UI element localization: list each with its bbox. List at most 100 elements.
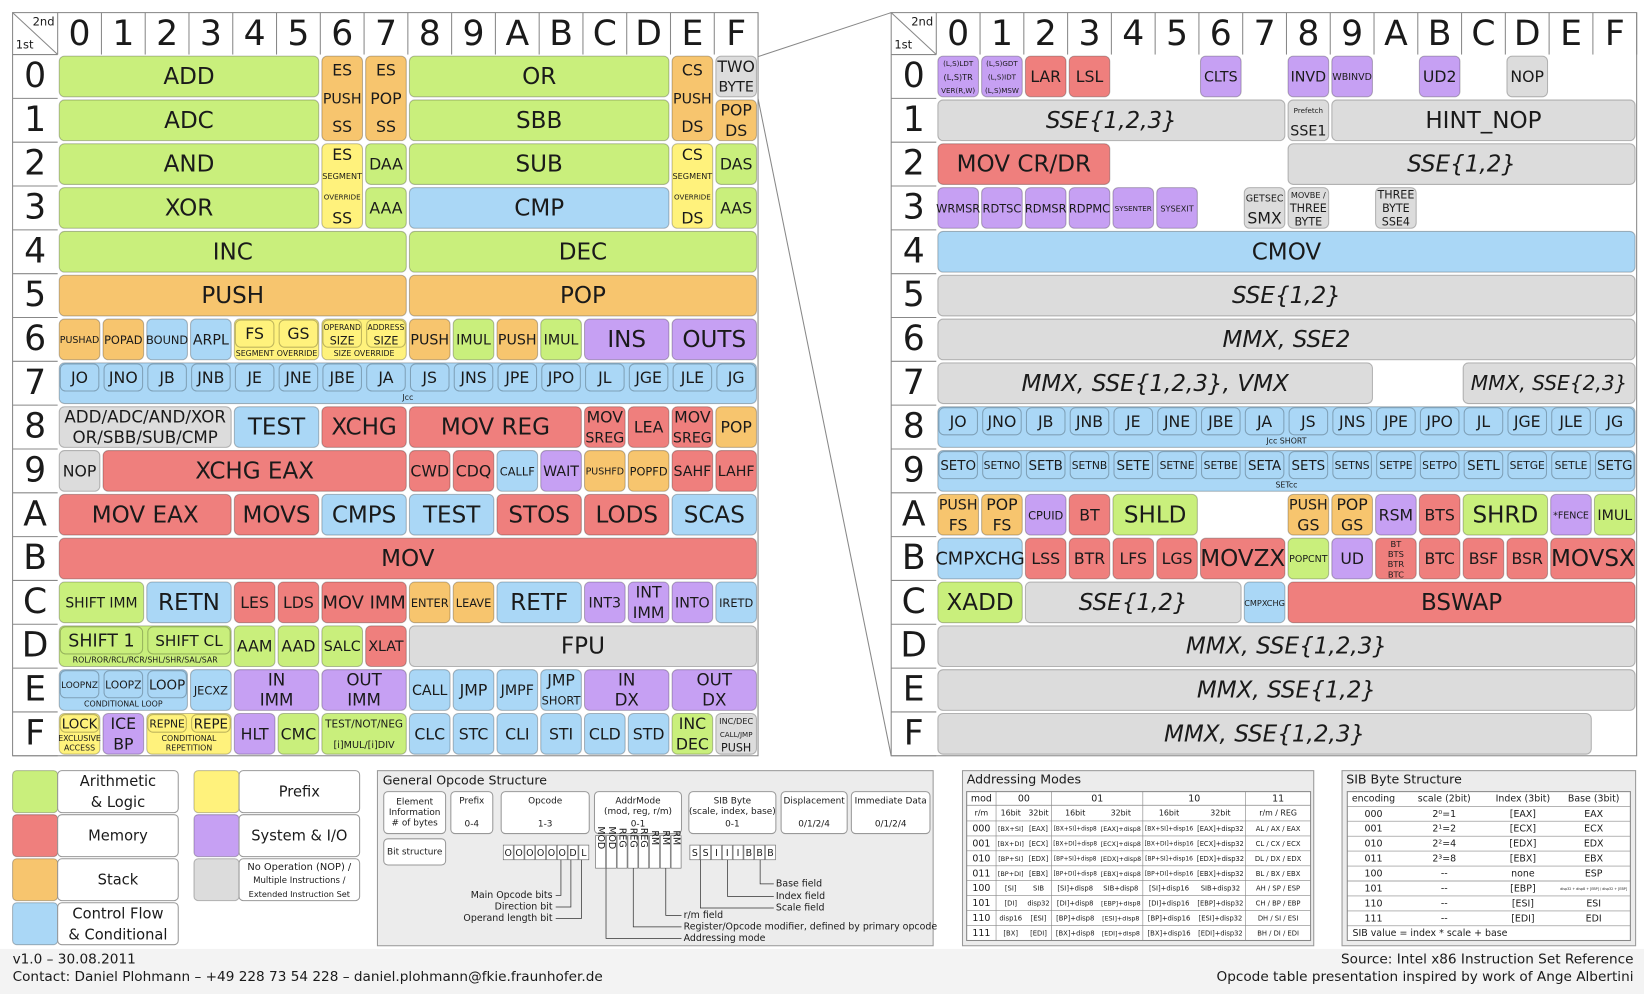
sub-header: r/m / REG — [1259, 809, 1297, 818]
opcode-cell — [1113, 407, 1154, 436]
table-cell: DH / SI / ESI — [1258, 915, 1298, 923]
row-header: 7 — [24, 363, 46, 403]
opcode-label: BTC — [1424, 549, 1454, 568]
opcode-cell — [937, 99, 1286, 142]
opcode-label: JBE — [1207, 412, 1233, 431]
table-cell: [EDX] — [1509, 839, 1536, 850]
opcode-label: OUT — [697, 670, 733, 689]
row-header: 2 — [24, 144, 46, 184]
opcode-label: SREG — [673, 430, 712, 446]
sub-header: 16bit — [1065, 809, 1085, 818]
corner-divider — [890, 12, 937, 55]
column-header: 1 — [112, 14, 134, 54]
bit-label: O — [559, 848, 566, 859]
opcode-cell — [937, 274, 1636, 317]
table-cell: -- — [1441, 883, 1448, 894]
opcode-label: DEC — [676, 735, 709, 754]
opcode-label: JL — [597, 368, 612, 387]
opcode-cell — [937, 712, 1592, 755]
column-header: F — [1605, 14, 1625, 54]
field-label: (mod, reg, r/m) — [604, 807, 672, 817]
structure-field — [780, 791, 848, 835]
opcode-label: GS — [287, 324, 309, 343]
bit-label: RM — [649, 830, 660, 845]
table-cell: SIB+disp8 — [1103, 885, 1138, 893]
opcode-cell — [321, 55, 364, 142]
opcode-cell — [937, 625, 1636, 668]
opcode-cell — [58, 493, 232, 536]
opcode-label: LOCK — [62, 717, 99, 732]
opcode-label: ES — [376, 61, 396, 80]
opcode-cell — [1418, 493, 1461, 536]
opcode-label: XCHG — [331, 415, 396, 441]
bit-label: B — [767, 848, 773, 859]
mod-header: 11 — [1272, 793, 1284, 804]
opcode-label: JLE — [680, 368, 704, 387]
row-header: 1 — [903, 100, 925, 140]
corner-label: 1st — [894, 38, 912, 52]
opcode-label: SALC — [324, 639, 361, 655]
opcode-label: XCHG EAX — [195, 458, 314, 484]
opcode-cell — [715, 450, 757, 492]
opcode-cell — [1332, 407, 1372, 436]
opcode-cell — [409, 363, 450, 392]
table-cell: [SI]+disp16 — [1149, 885, 1189, 893]
table-cell: 011 — [972, 868, 990, 879]
row-header: A — [902, 494, 926, 534]
opcode-cell — [147, 626, 231, 655]
opcode-cell — [540, 318, 582, 361]
opcode-cell — [408, 493, 495, 536]
sib-title: SIB Byte Structure — [1346, 772, 1462, 787]
opcode-label: JS — [1300, 412, 1316, 431]
opcode-cell — [234, 319, 275, 348]
opcode-cell — [408, 318, 451, 361]
opcode-cell — [1287, 537, 1330, 580]
opcode-cell — [102, 318, 145, 361]
field-label: Bit structure — [387, 847, 442, 857]
opcode-cell — [541, 363, 581, 392]
opcode-label: UD — [1340, 549, 1364, 568]
bit-box — [578, 844, 590, 861]
table-cell: BL / BX / EBX — [1256, 870, 1301, 878]
bit-label: S — [703, 848, 709, 859]
opcode-cell — [1199, 55, 1242, 98]
legend-swatch — [12, 902, 59, 946]
opcode-cell — [233, 493, 320, 536]
row-header: 4 — [903, 231, 925, 271]
opcode-cell — [1201, 451, 1241, 480]
opcode-label: POP — [560, 283, 606, 309]
opcode-label: UD2 — [1423, 67, 1457, 86]
opcode-cell — [1418, 537, 1461, 580]
opcode-cell — [1024, 581, 1242, 624]
opcode-label: JE — [1125, 412, 1141, 431]
opcode-label: INS — [607, 327, 646, 353]
note-label: ROL/ROR/RCL/RCR/SHL/SHR/SAL/SAR — [73, 656, 219, 665]
bit-label: I — [737, 848, 740, 859]
opcode-cell — [671, 450, 714, 492]
opcode-label: MOV — [587, 407, 624, 426]
opcode-cell — [937, 537, 1023, 580]
column-header: 9 — [1341, 14, 1363, 54]
opcode-cell — [1376, 451, 1416, 480]
table-cell: 2⁰=1 — [1432, 809, 1456, 820]
table-cell: [ECX]+disp8 — [1101, 841, 1141, 848]
opcode-label: SETPO — [1422, 459, 1457, 472]
opcode-cell — [1331, 493, 1373, 536]
opcode-cell — [58, 581, 145, 624]
table-cell: EDI — [1586, 913, 1602, 924]
opcode-label: SSE{1,2} — [1407, 152, 1516, 178]
opcode-label: FS — [949, 515, 968, 534]
field-label: # of bytes — [392, 819, 439, 829]
opcode-label: (L,S)MSW — [985, 86, 1019, 95]
opcode-cell — [715, 581, 757, 624]
opcode-label: THREE — [1289, 202, 1327, 215]
opcode-label: CMPXCHG — [935, 549, 1024, 570]
table-cell: [EDI]+disp8 — [1102, 931, 1140, 938]
column-header: D — [1514, 14, 1541, 54]
opcode-cell — [278, 363, 319, 392]
opcode-cell — [1506, 55, 1549, 98]
opcode-label: HINT_NOP — [1425, 108, 1541, 134]
opcode-label: IMUL — [544, 332, 579, 348]
table-cell: EDX — [1584, 839, 1604, 850]
opcode-label: BP — [113, 735, 133, 754]
